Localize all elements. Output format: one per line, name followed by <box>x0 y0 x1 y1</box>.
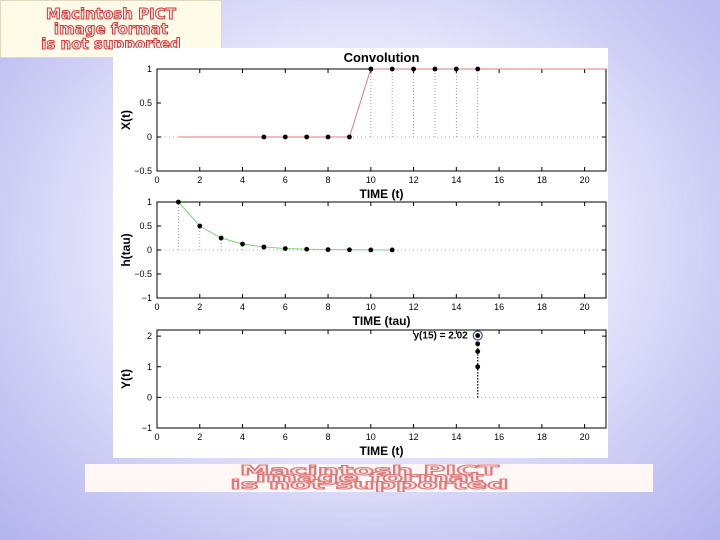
pict-badge-line: is not supported <box>41 34 182 53</box>
x-tick-label: 16 <box>494 432 504 442</box>
data-point <box>475 341 481 347</box>
y-axis-label: Y(t) <box>119 369 133 389</box>
data-point <box>347 247 352 253</box>
x-tick-label: 2 <box>197 432 202 442</box>
y-tick-label: 2 <box>147 331 152 341</box>
x-tick-label: 0 <box>154 432 159 442</box>
data-point <box>475 66 481 72</box>
x-tick-label: 10 <box>366 175 376 185</box>
x-tick-label: 4 <box>240 302 245 312</box>
y-tick-label: −0.5 <box>134 166 152 176</box>
data-point <box>325 134 331 140</box>
x-tick-label: 4 <box>240 175 245 185</box>
pict-placeholder-banner: Macintosh PICT image format is not suppo… <box>85 464 653 492</box>
data-point <box>218 235 224 241</box>
data-point <box>240 241 245 247</box>
y-tick-label: −1 <box>142 423 152 433</box>
y-tick-label: 0 <box>147 132 152 142</box>
x-tick-label: 8 <box>326 302 331 312</box>
x-tick-label: 20 <box>580 175 590 185</box>
x-tick-label: 16 <box>494 175 504 185</box>
x-tick-label: 0 <box>154 302 159 312</box>
data-point <box>175 199 181 205</box>
data-point <box>389 247 395 253</box>
x-tick-label: 14 <box>451 302 461 312</box>
data-point <box>411 66 416 72</box>
data-point <box>475 333 481 338</box>
x-tick-label: 6 <box>283 432 288 442</box>
y-tick-label: −1 <box>142 293 152 303</box>
highlight-marker <box>472 330 483 341</box>
y-axis-label: h(tau) <box>119 233 133 266</box>
pict-badge-line: image format <box>53 19 169 38</box>
x-axis-label: TIME (t) <box>360 444 404 458</box>
x-tick-label: 0 <box>154 175 159 185</box>
x-tick-label: 12 <box>409 432 419 442</box>
data-point <box>197 223 203 229</box>
x-tick-label: 18 <box>537 432 547 442</box>
y-tick-label: 1 <box>147 197 152 207</box>
pict-banner-line: is not supported <box>229 477 509 492</box>
pict-badge-line: Macintosh PICT <box>46 4 177 23</box>
data-point <box>389 66 395 72</box>
data-point <box>368 247 374 253</box>
axes-frame <box>156 201 607 299</box>
data-point <box>475 349 481 354</box>
x-tick-label: 14 <box>451 432 461 442</box>
y-tick-label: −0.5 <box>134 269 152 279</box>
x-tick-label: 18 <box>537 302 547 312</box>
data-point <box>261 134 267 140</box>
data-point <box>282 246 288 251</box>
x-tick-label: 2 <box>197 175 202 185</box>
pict-placeholder-badge: Macintosh PICT image format is not suppo… <box>0 0 222 58</box>
x-axis-label: TIME (t) <box>360 187 404 201</box>
x-tick-label: 8 <box>326 175 331 185</box>
axes-frame <box>156 68 607 172</box>
data-point <box>432 66 438 72</box>
data-point <box>347 134 352 140</box>
x-tick-label: 8 <box>326 432 331 442</box>
data-point <box>282 134 288 140</box>
x-tick-label: 12 <box>409 175 419 185</box>
axes-frame <box>156 329 607 429</box>
data-point <box>368 66 374 72</box>
x-tick-label: 4 <box>240 432 245 442</box>
x-tick-label: 2 <box>197 302 202 312</box>
y-axis-label: X(t) <box>119 110 133 130</box>
y-tick-label: 0.5 <box>139 221 152 231</box>
value-annotation: y(15) = 2.02 <box>413 331 468 342</box>
data-point <box>453 66 459 72</box>
x-tick-label: 20 <box>580 302 590 312</box>
data-point <box>304 246 310 252</box>
y-tick-label: 1 <box>147 64 152 74</box>
convolution-figure: 0 2 4 6 8 10 12 14 16 18 20 −0.5 0 0.5 1 TIME (t) X(t) Co… <box>113 48 608 458</box>
data-point <box>304 134 310 140</box>
y-tick-label: 0 <box>147 392 152 402</box>
x-tick-label: 18 <box>537 175 547 185</box>
x-tick-label: 6 <box>283 302 288 312</box>
x-axis-label: TIME (tau) <box>353 314 411 328</box>
data-point <box>475 364 481 370</box>
data-point <box>325 247 331 253</box>
x-tick-label: 16 <box>494 302 504 312</box>
y-tick-label: 0.5 <box>139 98 152 108</box>
x-tick-label: 14 <box>451 175 461 185</box>
x-tick-label: 10 <box>366 302 376 312</box>
y-tick-label: 1 <box>147 362 152 372</box>
x-tick-label: 6 <box>283 175 288 185</box>
x-tick-label: 20 <box>580 432 590 442</box>
chart-title: Convolution <box>344 50 420 65</box>
x-tick-label: 12 <box>409 302 419 312</box>
x-tick-label: 10 <box>366 432 376 442</box>
axes-2: 0 2 4 6 8 10 12 14 16 18 20 −1 −0.5 0 0.5 1 TIME (tau) h(… <box>119 197 607 328</box>
data-point <box>261 244 267 250</box>
y-tick-label: 0 <box>147 245 152 255</box>
